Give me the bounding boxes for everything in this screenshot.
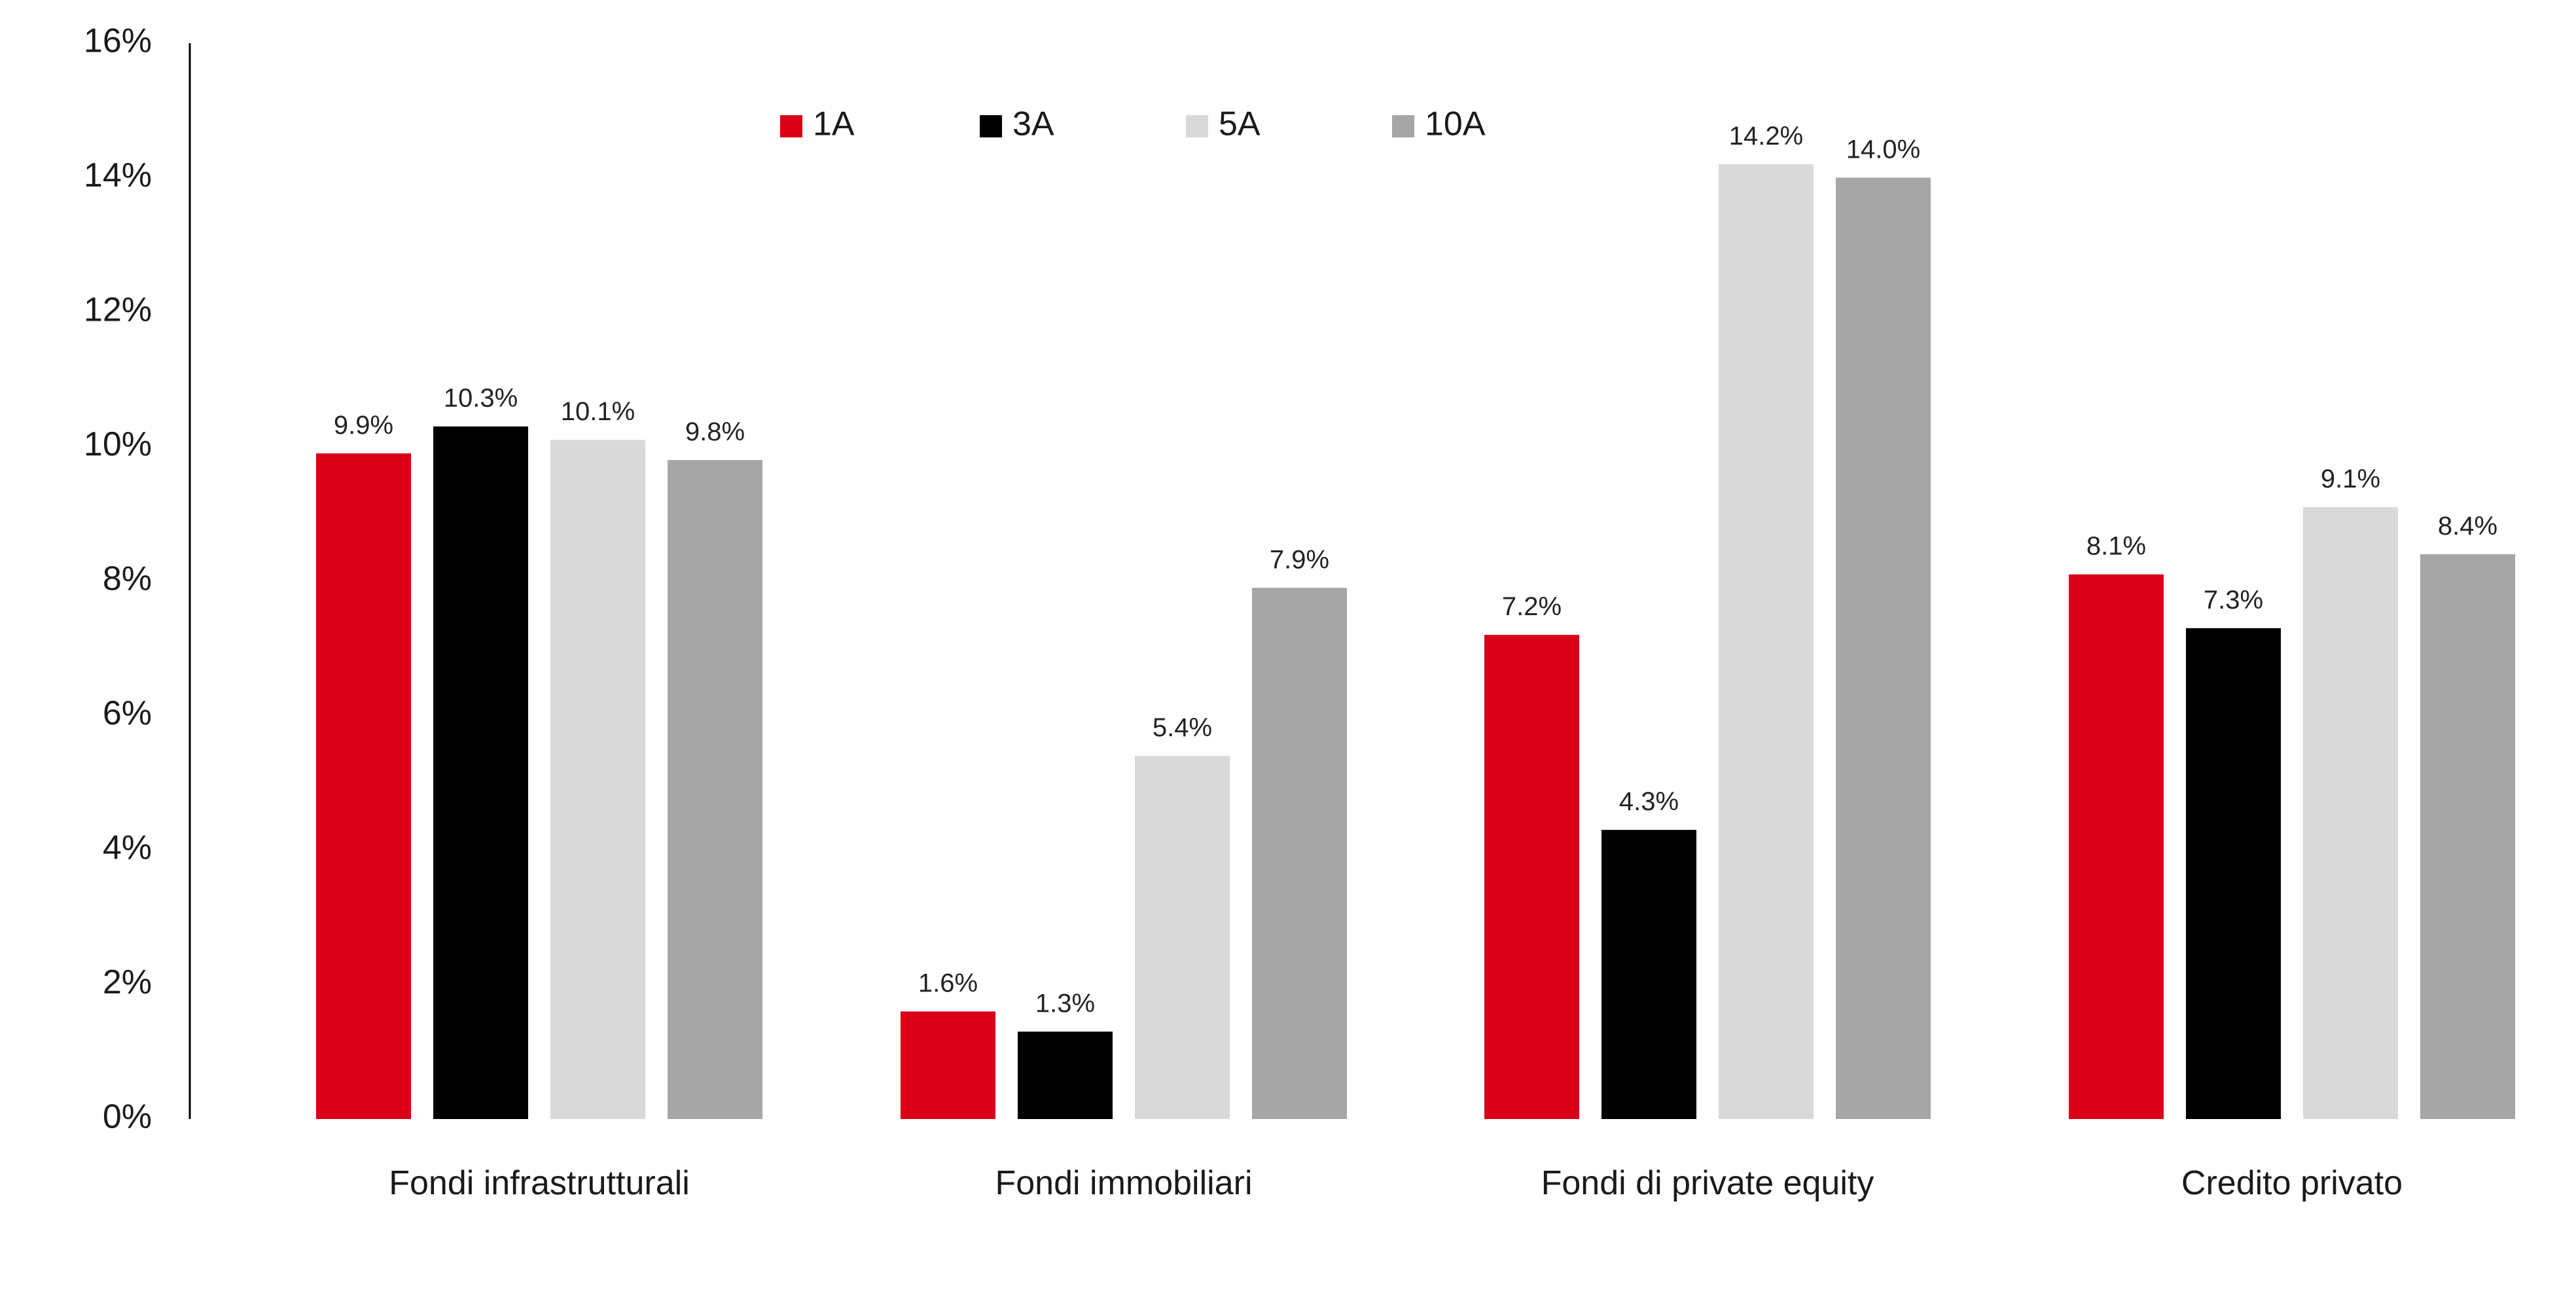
- data-label: 7.9%: [1270, 545, 1329, 574]
- y-tick-label: 14%: [84, 156, 152, 194]
- y-tick-label: 10%: [84, 425, 152, 463]
- bar-3a: [1601, 830, 1696, 1119]
- data-label: 8.4%: [2438, 512, 2497, 541]
- legend-item-3a: 3A: [980, 105, 1054, 143]
- data-label: 7.2%: [1502, 592, 1562, 621]
- data-label: 14.0%: [1846, 135, 1920, 164]
- bar-3a: [1018, 1031, 1113, 1119]
- legend: 1A 3A 5A 10A: [780, 105, 1486, 143]
- bar-3a: [433, 426, 528, 1119]
- legend-label: 1A: [813, 105, 855, 143]
- bar-5a: [1719, 164, 1814, 1120]
- data-label: 9.9%: [334, 411, 393, 440]
- bar-10a: [1252, 588, 1347, 1119]
- bars: [316, 164, 2515, 1120]
- data-label: 1.3%: [1035, 989, 1095, 1018]
- legend-item-5a: 5A: [1186, 105, 1261, 143]
- data-label: 7.3%: [2204, 586, 2263, 614]
- y-tick-label: 2%: [103, 963, 152, 1001]
- bar-1a: [1484, 635, 1579, 1119]
- y-tick-label: 6%: [103, 694, 152, 732]
- legend-label: 10A: [1425, 105, 1486, 143]
- data-labels: 9.9% 1.6% 7.2% 8.1% 10.3% 1.3% 4.3% 7.3% 10.1% 5.…: [334, 122, 2497, 1018]
- bar-5a: [2303, 507, 2398, 1119]
- legend-swatch: [1186, 115, 1208, 137]
- y-axis: 0% 2% 4% 6% 8% 10% 12% 14% 16%: [84, 22, 191, 1136]
- legend-swatch: [980, 115, 1002, 137]
- data-label: 5.4%: [1153, 713, 1212, 742]
- bar-5a: [1135, 756, 1230, 1119]
- bar-3a: [2186, 628, 2281, 1119]
- legend-label: 5A: [1219, 105, 1261, 143]
- legend-label: 3A: [1012, 105, 1054, 143]
- bar-10a: [668, 460, 762, 1119]
- legend-swatch: [1392, 115, 1414, 137]
- data-label: 1.6%: [918, 969, 978, 998]
- category-label: Fondi di private equity: [1541, 1164, 1874, 1202]
- y-tick-label: 4%: [103, 829, 152, 867]
- category-label: Credito privato: [2181, 1164, 2403, 1202]
- category-label: Fondi infrastrutturali: [389, 1164, 690, 1202]
- bar-10a: [2420, 554, 2515, 1119]
- bar-1a: [2069, 574, 2164, 1119]
- data-label: 9.1%: [2321, 465, 2380, 493]
- bar-1a: [901, 1011, 995, 1119]
- category-label: Fondi immobiliari: [995, 1164, 1253, 1202]
- y-tick-label: 16%: [84, 22, 152, 60]
- bar-1a: [316, 453, 411, 1119]
- y-tick-label: 0%: [103, 1098, 152, 1136]
- legend-item-10a: 10A: [1392, 105, 1486, 143]
- data-label: 10.3%: [444, 384, 518, 413]
- y-tick-label: 12%: [84, 291, 152, 329]
- bar-5a: [550, 440, 645, 1119]
- data-label: 8.1%: [2086, 532, 2146, 561]
- data-label: 10.1%: [561, 397, 635, 426]
- legend-swatch: [780, 115, 802, 137]
- legend-item-1a: 1A: [780, 105, 855, 143]
- category-labels: Fondi infrastrutturali Fondi immobiliari F…: [389, 1164, 2403, 1202]
- bar-10a: [1836, 177, 1931, 1119]
- data-label: 4.3%: [1619, 787, 1679, 816]
- y-tick-label: 8%: [103, 560, 152, 598]
- data-label: 9.8%: [685, 418, 745, 446]
- data-label: 14.2%: [1729, 122, 1803, 151]
